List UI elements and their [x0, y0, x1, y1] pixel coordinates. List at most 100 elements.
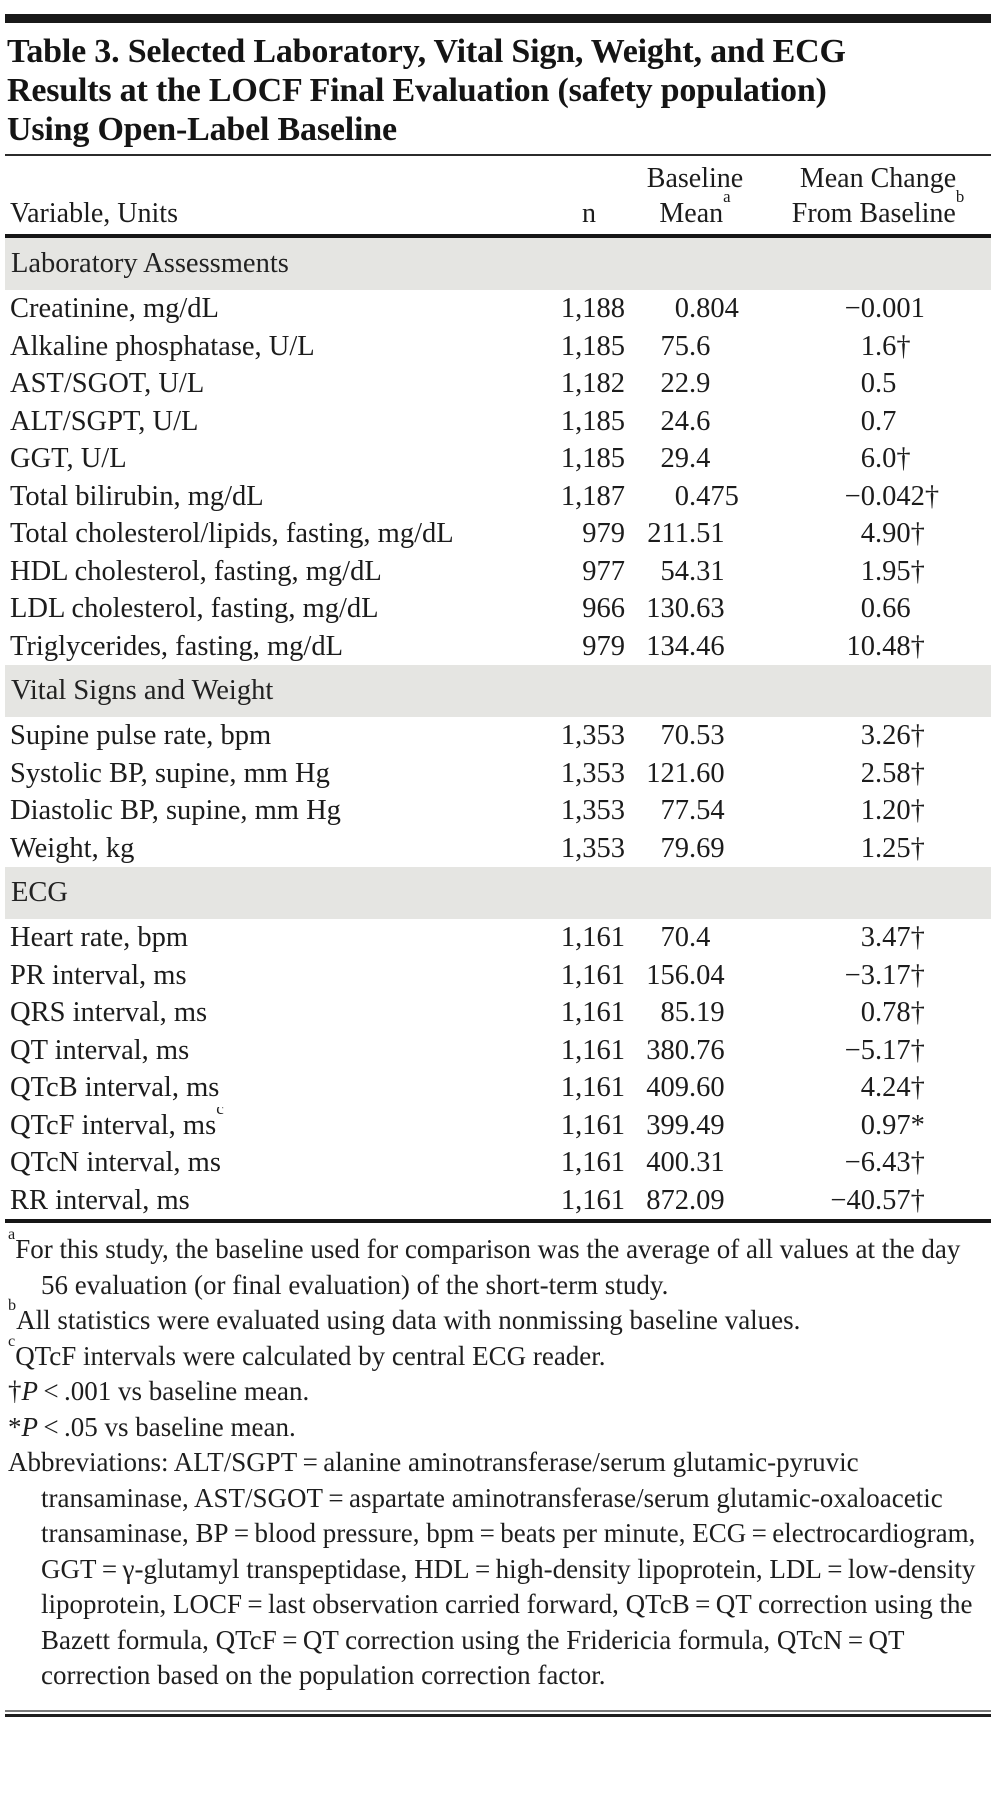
row-baseline-mean-frac: .04 — [689, 959, 725, 991]
row-variable-label: QTcN interval, ms — [10, 1147, 221, 1178]
row-baseline-mean-frac: .60 — [689, 1072, 725, 1103]
row-baseline-mean-frac: .9 — [689, 368, 711, 399]
row-mean-change-frac: .95† — [875, 555, 925, 587]
row-n-value: 977 — [582, 555, 625, 587]
row-baseline-mean-int: 0 — [674, 293, 689, 324]
row-mean-change-frac: .97* — [875, 1109, 925, 1141]
row-baseline-mean-frac: .804 — [689, 293, 739, 324]
row-mean-change-frac: .24† — [875, 1072, 925, 1103]
table-row: HDL cholesterol, fasting, mg/dL 977 54.31 1… — [5, 553, 991, 591]
footnote-italic-p: P — [21, 1411, 39, 1442]
paper-table-figure: Table 3. Selected Laboratory, Vital Sign… — [5, 14, 991, 1717]
row-baseline-mean-frac: .54 — [689, 795, 725, 826]
column-header-row: Variable, Units n Baseline Meana Mean Ch… — [5, 156, 991, 231]
table-row: Systolic BP, supine, mm Hg 1,353 121.60 2.5… — [5, 755, 991, 793]
row-mean-change-int: 0 — [860, 593, 875, 624]
row-baseline-mean-frac: .6 — [689, 330, 711, 362]
row-mean-change-frac: .90† — [875, 518, 925, 549]
row-variable-label: QT interval, ms — [10, 1034, 190, 1066]
row-baseline-mean-frac: .6 — [689, 405, 711, 437]
row-n-value: 1,185 — [560, 443, 625, 474]
table-row: QRS interval, ms 1,161 85.19 0.78† — [5, 994, 991, 1032]
row-mean-change-frac: .48† — [875, 630, 925, 662]
row-mean-change-int: −0 — [844, 480, 875, 512]
row-mean-change-int: 3 — [860, 922, 875, 953]
row-variable-label: Supine pulse rate, bpm — [10, 720, 272, 751]
row-mean-change-int: −6 — [844, 1147, 875, 1178]
row-variable-label: PR interval, ms — [10, 959, 187, 991]
table-row: QT interval, ms 1,161 380.76 −5.17† — [5, 1032, 991, 1070]
row-variable-label: ALT/SGPT, U/L — [10, 405, 199, 437]
footnote: aFor this study, the baseline used for c… — [8, 1225, 961, 1300]
row-mean-change-int: 10 — [846, 630, 876, 662]
row-mean-change-int: 4 — [860, 1072, 875, 1103]
row-baseline-mean-frac: .53 — [689, 720, 725, 751]
table-row: Heart rate, bpm 1,161 70.4 3.47† — [5, 919, 991, 957]
row-n-value: 1,161 — [560, 922, 625, 953]
row-baseline-mean-frac: .51 — [689, 518, 725, 549]
row-variable-label: AST/SGOT, U/L — [10, 368, 205, 399]
row-baseline-mean-int: 75 — [660, 330, 690, 362]
row-variable-label: Weight, kg — [10, 832, 135, 864]
row-n-value: 979 — [582, 518, 625, 549]
column-header-baseline-mean: Baseline Meana — [625, 161, 765, 231]
table-row: Total cholesterol/lipids, fasting, mg/dL… — [5, 515, 991, 553]
row-mean-change-int: 1 — [860, 555, 875, 587]
footnote: bAll statistics were evaluated using dat… — [8, 1296, 801, 1335]
table-row: Diastolic BP, supine, mm Hg 1,353 77.54 1.2… — [5, 792, 991, 830]
row-variable-label: Heart rate, bpm — [10, 922, 189, 953]
row-baseline-mean-frac: .475 — [689, 480, 739, 512]
column-header-baseline-line2: Meana — [625, 189, 765, 231]
row-mean-change-int: 6 — [860, 443, 875, 474]
row-mean-change-frac: .26† — [875, 720, 925, 751]
row-variable-label: HDL cholesterol, fasting, mg/dL — [10, 555, 382, 587]
table-title-line-1: Table 3. Selected Laboratory, Vital Sign… — [7, 33, 846, 70]
table-bottom-rule — [5, 1219, 991, 1223]
row-baseline-mean-frac: .63 — [689, 593, 725, 624]
table-row: ALT/SGPT, U/L 1,185 24.6 0.7 — [5, 403, 991, 441]
table-title-line-2: Results at the LOCF Final Evaluation (sa… — [7, 72, 827, 109]
row-n-value: 1,185 — [560, 330, 625, 362]
row-baseline-mean-frac: .46 — [689, 630, 725, 662]
row-baseline-mean-int: 54 — [660, 555, 690, 587]
row-baseline-mean-frac: .31 — [689, 555, 725, 587]
title-divider-rule — [5, 154, 991, 156]
table-row: Total bilirubin, mg/dL 1,187 0.475 −0.042† — [5, 478, 991, 516]
row-baseline-mean-int: 872 — [646, 1184, 689, 1216]
footnote-marker-b: b — [955, 187, 965, 207]
table-row: RR interval, ms 1,161 872.09 −40.57† — [5, 1182, 991, 1220]
row-baseline-mean-frac: .31 — [689, 1147, 725, 1178]
section-header-row: ECG — [5, 867, 991, 919]
table-row: PR interval, ms 1,161 156.04 −3.17† — [5, 957, 991, 995]
table-row: Supine pulse rate, bpm 1,353 70.53 3.26† — [5, 717, 991, 755]
column-header-baseline-line1: Baseline — [646, 163, 744, 194]
row-mean-change-int: 0 — [860, 997, 875, 1028]
row-n-value: 1,188 — [560, 293, 625, 324]
row-n-value: 966 — [582, 593, 625, 624]
row-mean-change-frac: .17† — [875, 1034, 925, 1066]
row-mean-change-int: 0 — [860, 1109, 875, 1141]
row-mean-change-int: 1 — [860, 832, 875, 864]
footnote: †P < .001 vs baseline mean. — [8, 1376, 310, 1406]
footnote-superscript: c — [8, 1331, 16, 1350]
row-n-value: 1,161 — [560, 1109, 625, 1141]
row-mean-change-frac: .47† — [875, 922, 925, 953]
row-baseline-mean-frac: .09 — [689, 1184, 725, 1216]
row-baseline-mean-int: 380 — [646, 1034, 689, 1066]
header-divider-rule — [5, 234, 991, 238]
table-row: QTcF interval, msc 1,161 399.49 0.97* — [5, 1107, 991, 1145]
row-mean-change-int: 1 — [860, 330, 875, 362]
row-n-value: 1,353 — [560, 795, 625, 826]
row-baseline-mean-int: 134 — [646, 630, 689, 662]
row-baseline-mean-frac: .19 — [689, 997, 725, 1028]
row-baseline-mean-int: 24 — [660, 405, 690, 437]
row-n-value: 1,161 — [560, 1072, 625, 1103]
row-mean-change-frac: .66 — [875, 593, 911, 624]
table-title: Table 3. Selected Laboratory, Vital Sign… — [5, 32, 991, 149]
row-baseline-mean-int: 77 — [660, 795, 690, 826]
row-variable-label: Systolic BP, supine, mm Hg — [10, 757, 330, 789]
row-n-value: 1,161 — [560, 1147, 625, 1178]
table-row: Creatinine, mg/dL 1,188 0.804 −0.001 — [5, 290, 991, 328]
row-mean-change-int: 1 — [860, 795, 875, 826]
row-n-value: 1,182 — [560, 368, 625, 399]
